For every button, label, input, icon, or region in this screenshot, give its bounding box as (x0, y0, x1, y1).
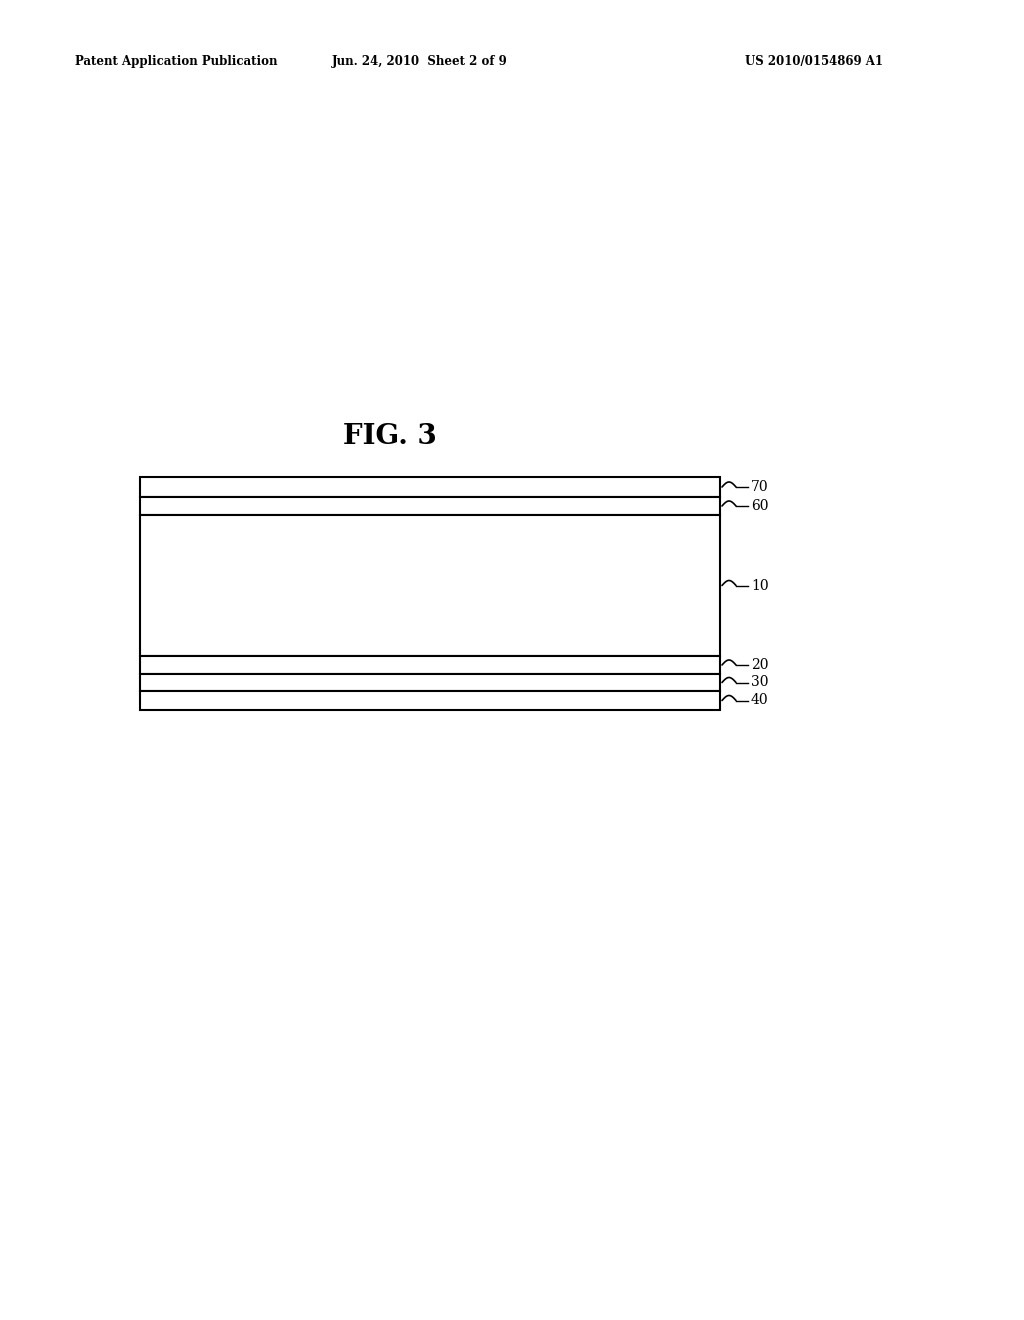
Text: 40: 40 (751, 693, 769, 708)
Text: Jun. 24, 2010  Sheet 2 of 9: Jun. 24, 2010 Sheet 2 of 9 (332, 55, 508, 69)
Bar (140, 515, 720, 656)
Text: 20: 20 (751, 657, 768, 672)
Text: Patent Application Publication: Patent Application Publication (75, 55, 278, 69)
Text: US 2010/0154869 A1: US 2010/0154869 A1 (745, 55, 883, 69)
Text: 10: 10 (751, 578, 769, 593)
Text: 70: 70 (751, 480, 769, 494)
Text: 60: 60 (751, 499, 768, 513)
Bar (140, 656, 720, 675)
Bar (140, 690, 720, 710)
Bar (140, 477, 720, 498)
Bar (140, 498, 720, 515)
Text: 30: 30 (751, 676, 768, 689)
Text: FIG. 3: FIG. 3 (343, 424, 437, 450)
Bar (140, 675, 720, 690)
